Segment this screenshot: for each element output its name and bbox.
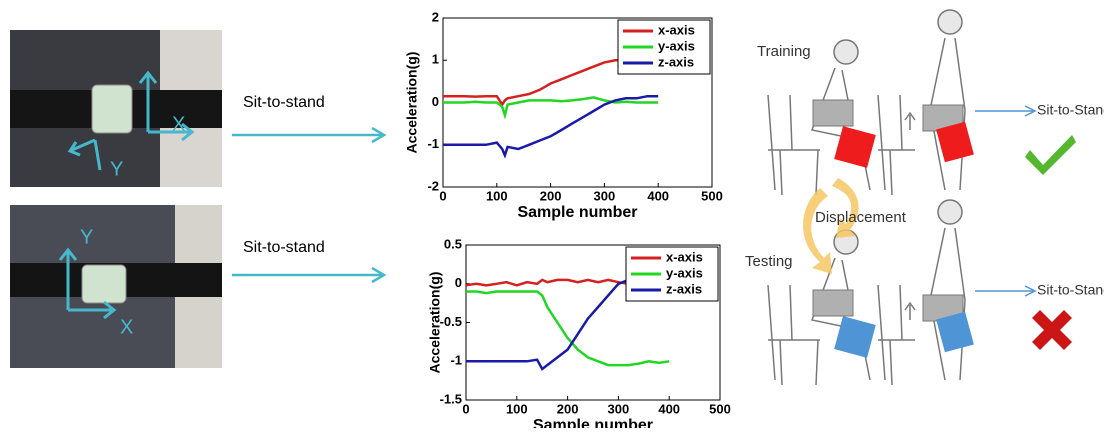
- displacement-label: Displacement: [815, 209, 907, 226]
- stage-label: Testing: [745, 253, 793, 270]
- axis-letter: Y: [110, 158, 123, 180]
- x-tick-label: 300: [594, 188, 616, 203]
- x-tick-label: 200: [557, 401, 579, 416]
- x-tick-label: 0: [439, 188, 446, 203]
- flow-arrow: [232, 126, 387, 284]
- series-line: [466, 276, 660, 371]
- x-tick-label: 300: [608, 401, 630, 416]
- legend-label: z-axis: [666, 281, 702, 296]
- y-tick-label: -1.5: [440, 391, 462, 406]
- legend-label: x-axis: [658, 22, 695, 37]
- x-tick-label: 100: [506, 401, 528, 416]
- photo: X Y: [10, 30, 222, 187]
- arrow-label: Sit-to-stand: [243, 94, 325, 111]
- axis-letter: X: [120, 316, 133, 338]
- x-tick-label: 400: [658, 401, 680, 416]
- y-tick-label: -0.5: [440, 314, 462, 329]
- y-tick-label: -1: [450, 353, 462, 368]
- y-tick-label: 0.5: [444, 236, 462, 251]
- y-axis-label: Acceleration(g): [427, 272, 443, 374]
- series-line: [466, 290, 670, 367]
- legend-label: z-axis: [658, 54, 694, 69]
- series-line: [443, 96, 659, 120]
- x-tick-label: 500: [701, 188, 723, 203]
- x-tick-label: 100: [486, 188, 508, 203]
- x-tick-label: 500: [709, 401, 731, 416]
- y-axis-label: Acceleration(g): [404, 52, 420, 154]
- x-tick-label: 200: [540, 188, 562, 203]
- y-tick-label: 1: [432, 52, 439, 67]
- x-axis-label: Sample number: [517, 204, 637, 221]
- y-tick-label: -1: [427, 136, 439, 151]
- series-line: [443, 94, 659, 159]
- result-label: Sit-to-Stand: [1037, 282, 1104, 298]
- x-tick-label: 0: [462, 401, 469, 416]
- y-tick-label: 0: [432, 94, 439, 109]
- stage-label: Training: [757, 43, 811, 60]
- y-tick-label: 2: [432, 9, 439, 24]
- x-axis-label: Sample number: [533, 417, 653, 428]
- series-line: [465, 278, 660, 287]
- axis-letter: X: [172, 113, 185, 135]
- axis-letter: Y: [80, 226, 93, 248]
- legend-label: y-axis: [666, 265, 703, 280]
- y-tick-label: 0: [455, 275, 462, 290]
- arrow-label: Sit-to-stand: [243, 239, 325, 256]
- y-tick-label: -2: [427, 178, 439, 193]
- legend-label: x-axis: [666, 249, 703, 264]
- legend-label: y-axis: [658, 38, 695, 53]
- photo: X Y: [10, 205, 222, 368]
- x-tick-label: 400: [647, 188, 669, 203]
- result-label: Sit-to-Stand: [1037, 102, 1104, 118]
